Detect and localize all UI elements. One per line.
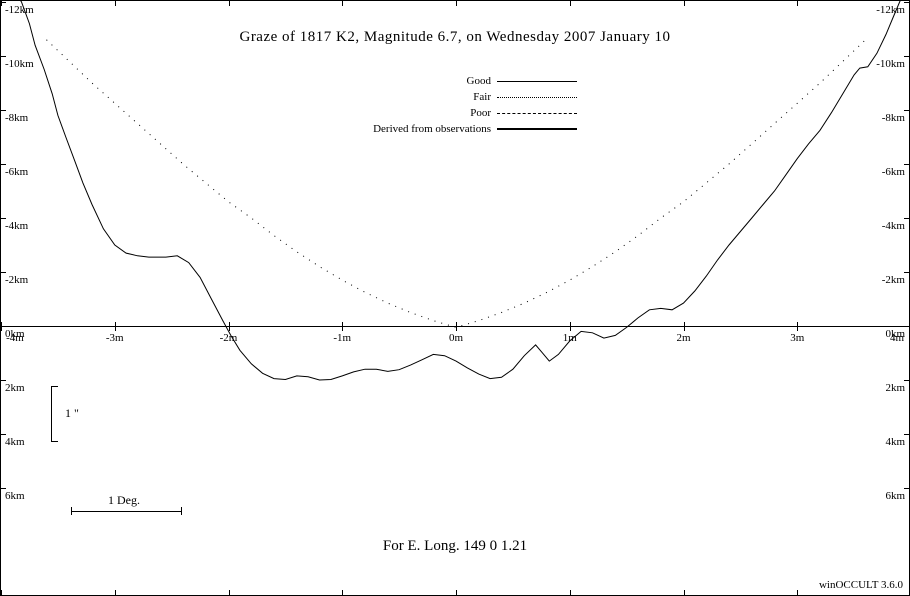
y-tick-label-right: 4km	[885, 436, 905, 448]
y-tick	[904, 164, 909, 165]
x-tick-label: -1m	[333, 332, 351, 344]
deg-bar-end-left	[71, 507, 72, 515]
y-tick-label-left: 2km	[5, 382, 25, 394]
y-tick-label-left: 6km	[5, 490, 25, 502]
x-tick-label: 1m	[563, 332, 577, 344]
x-frame-tick	[342, 1, 343, 6]
y-tick	[904, 110, 909, 111]
y-tick-label-left: -8km	[5, 112, 28, 124]
x-frame-tick	[797, 590, 798, 595]
x-tick-label: -4m	[6, 332, 24, 344]
x-frame-tick	[570, 590, 571, 595]
arcsec-bracket	[51, 386, 58, 442]
x-frame-tick	[229, 590, 230, 595]
y-tick-label-left: -4km	[5, 220, 28, 232]
x-tick	[342, 322, 343, 331]
chart-canvas: Graze of 1817 K2, Magnitude 6.7, on Wedn…	[0, 0, 910, 596]
y-tick	[1, 380, 6, 381]
credit-label: winOCCULT 3.6.0	[819, 579, 903, 591]
y-tick	[1, 56, 6, 57]
legend-label: Derived from observations	[331, 123, 497, 135]
y-tick	[904, 218, 909, 219]
legend-item-poor: Poor	[331, 105, 591, 121]
y-tick	[1, 218, 6, 219]
x-tick	[570, 322, 571, 331]
x-tick-label: -3m	[106, 332, 124, 344]
y-tick-label-right: -12km	[876, 4, 905, 16]
y-tick-label-right: -10km	[876, 58, 905, 70]
legend-line-solid	[497, 81, 577, 82]
y-tick	[904, 326, 909, 327]
y-tick-label-right: -6km	[882, 166, 905, 178]
x-tick	[1, 322, 2, 331]
y-tick-label-left: -2km	[5, 274, 28, 286]
y-tick	[1, 164, 6, 165]
x-frame-tick	[342, 590, 343, 595]
y-tick	[1, 434, 6, 435]
y-tick-label-right: -8km	[882, 112, 905, 124]
y-tick-label-left: -10km	[5, 58, 34, 70]
x-frame-tick	[684, 1, 685, 6]
x-tick	[456, 322, 457, 331]
chart-title: Graze of 1817 K2, Magnitude 6.7, on Wedn…	[1, 29, 909, 46]
deg-bar-end-right	[181, 507, 182, 515]
y-tick	[904, 434, 909, 435]
x-tick	[797, 322, 798, 331]
x-tick	[229, 322, 230, 331]
y-tick	[1, 110, 6, 111]
y-tick-label-left: -6km	[5, 166, 28, 178]
x-frame-tick	[115, 1, 116, 6]
x-frame-tick	[115, 590, 116, 595]
legend-item-derived: Derived from observations	[331, 121, 591, 137]
y-tick	[1, 272, 6, 273]
y-tick	[904, 2, 909, 3]
legend: Good Fair Poor Derived from observations	[331, 73, 591, 137]
y-tick-label-right: -4km	[882, 220, 905, 232]
legend-line-dotted	[497, 97, 577, 98]
legend-label: Fair	[331, 91, 497, 103]
y-tick	[904, 380, 909, 381]
y-tick-label-left: 4km	[5, 436, 25, 448]
deg-label: 1 Deg.	[108, 493, 140, 508]
y-tick-label-right: 6km	[885, 490, 905, 502]
y-tick	[904, 488, 909, 489]
legend-label: Good	[331, 75, 497, 87]
legend-item-fair: Fair	[331, 89, 591, 105]
x-frame-tick	[456, 590, 457, 595]
legend-label: Poor	[331, 107, 497, 119]
x-frame-tick	[570, 1, 571, 6]
x-tick	[684, 322, 685, 331]
x-frame-tick	[684, 590, 685, 595]
legend-line-thick	[497, 128, 577, 130]
y-tick	[1, 488, 6, 489]
x-tick-label: 4m	[890, 332, 904, 344]
y-tick-label-right: -2km	[882, 274, 905, 286]
x-tick-label: 0m	[449, 332, 463, 344]
y-tick	[904, 272, 909, 273]
y-tick-label-left: -12km	[5, 4, 34, 16]
x-frame-tick	[456, 1, 457, 6]
x-frame-tick	[1, 590, 2, 595]
series-good	[10, 1, 909, 380]
x-tick	[115, 322, 116, 331]
x-tick-label: -2m	[220, 332, 238, 344]
chart-subtitle: For E. Long. 149 0 1.21	[1, 538, 909, 555]
arcsec-label: 1 "	[65, 406, 79, 421]
x-tick-label: 2m	[676, 332, 690, 344]
x-tick-label: 3m	[790, 332, 804, 344]
legend-line-dashed	[497, 113, 577, 114]
y-tick-label-right: 2km	[885, 382, 905, 394]
legend-item-good: Good	[331, 73, 591, 89]
x-frame-tick	[797, 1, 798, 6]
y-tick	[904, 56, 909, 57]
x-frame-tick	[1, 1, 2, 6]
deg-bar	[71, 511, 181, 512]
x-frame-tick	[229, 1, 230, 6]
